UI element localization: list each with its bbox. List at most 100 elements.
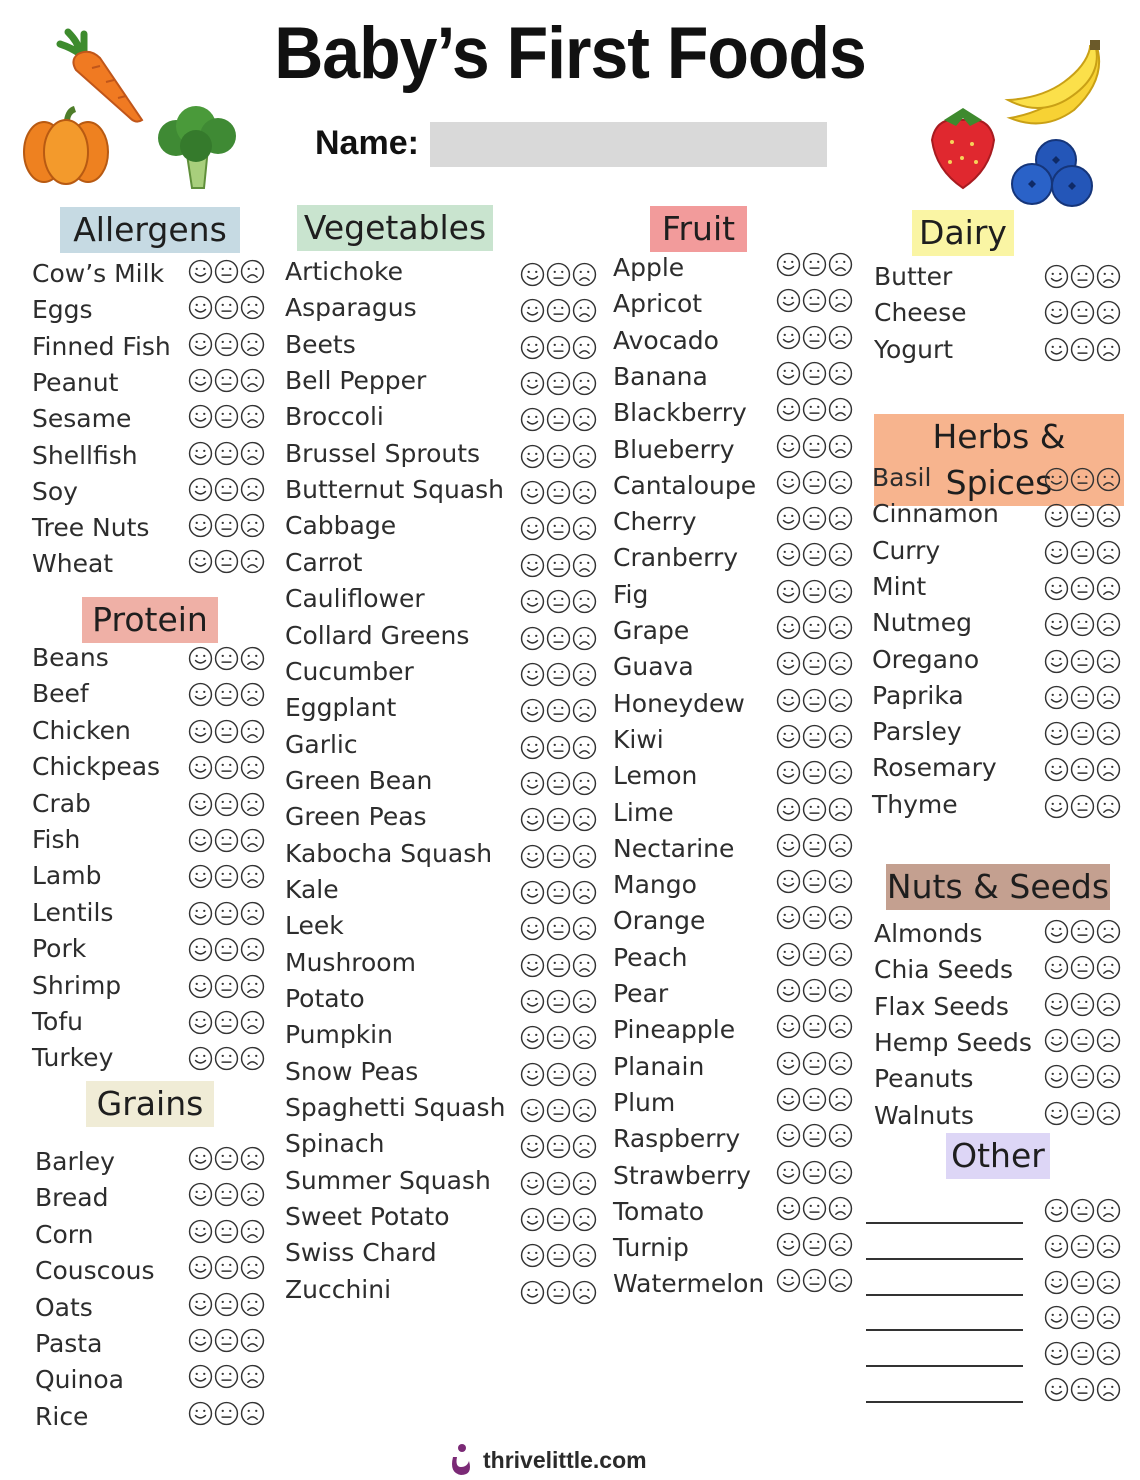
happy-face-icon[interactable] — [776, 325, 801, 350]
happy-face-icon[interactable] — [1044, 721, 1069, 746]
happy-face-icon[interactable] — [776, 434, 801, 459]
sad-face-icon[interactable] — [240, 549, 265, 574]
happy-face-icon[interactable] — [188, 1401, 213, 1426]
happy-face-icon[interactable] — [776, 688, 801, 713]
neutral-face-icon[interactable] — [802, 1232, 827, 1257]
happy-face-icon[interactable] — [188, 368, 213, 393]
happy-face-icon[interactable] — [520, 916, 545, 941]
neutral-face-icon[interactable] — [802, 579, 827, 604]
sad-face-icon[interactable] — [240, 259, 265, 284]
neutral-face-icon[interactable] — [546, 553, 571, 578]
neutral-face-icon[interactable] — [1070, 685, 1095, 710]
neutral-face-icon[interactable] — [214, 549, 239, 574]
happy-face-icon[interactable] — [1044, 919, 1069, 944]
happy-face-icon[interactable] — [520, 771, 545, 796]
neutral-face-icon[interactable] — [546, 335, 571, 360]
happy-face-icon[interactable] — [188, 1292, 213, 1317]
happy-face-icon[interactable] — [188, 513, 213, 538]
sad-face-icon[interactable] — [1096, 1377, 1121, 1402]
neutral-face-icon[interactable] — [546, 1207, 571, 1232]
neutral-face-icon[interactable] — [1070, 1305, 1095, 1330]
happy-face-icon[interactable] — [188, 1046, 213, 1071]
happy-face-icon[interactable] — [1044, 685, 1069, 710]
sad-face-icon[interactable] — [240, 1292, 265, 1317]
sad-face-icon[interactable] — [828, 1268, 853, 1293]
sad-face-icon[interactable] — [572, 626, 597, 651]
neutral-face-icon[interactable] — [214, 937, 239, 962]
sad-face-icon[interactable] — [240, 719, 265, 744]
sad-face-icon[interactable] — [828, 361, 853, 386]
sad-face-icon[interactable] — [240, 828, 265, 853]
happy-face-icon[interactable] — [520, 1171, 545, 1196]
neutral-face-icon[interactable] — [546, 1062, 571, 1087]
neutral-face-icon[interactable] — [1070, 337, 1095, 362]
neutral-face-icon[interactable] — [1070, 1198, 1095, 1223]
neutral-face-icon[interactable] — [1070, 264, 1095, 289]
sad-face-icon[interactable] — [240, 477, 265, 502]
neutral-face-icon[interactable] — [802, 760, 827, 785]
happy-face-icon[interactable] — [188, 1219, 213, 1244]
sad-face-icon[interactable] — [1096, 955, 1121, 980]
sad-face-icon[interactable] — [572, 1207, 597, 1232]
sad-face-icon[interactable] — [572, 880, 597, 905]
neutral-face-icon[interactable] — [214, 513, 239, 538]
write-in-line[interactable] — [866, 1401, 1023, 1403]
write-in-line[interactable] — [866, 1257, 1023, 1260]
happy-face-icon[interactable] — [1044, 1270, 1069, 1295]
neutral-face-icon[interactable] — [1070, 612, 1095, 637]
neutral-face-icon[interactable] — [214, 1219, 239, 1244]
happy-face-icon[interactable] — [188, 828, 213, 853]
neutral-face-icon[interactable] — [546, 444, 571, 469]
neutral-face-icon[interactable] — [1070, 649, 1095, 674]
sad-face-icon[interactable] — [572, 1280, 597, 1305]
sad-face-icon[interactable] — [572, 771, 597, 796]
happy-face-icon[interactable] — [776, 252, 801, 277]
neutral-face-icon[interactable] — [546, 953, 571, 978]
sad-face-icon[interactable] — [240, 1255, 265, 1280]
neutral-face-icon[interactable] — [214, 792, 239, 817]
sad-face-icon[interactable] — [240, 646, 265, 671]
neutral-face-icon[interactable] — [1070, 919, 1095, 944]
sad-face-icon[interactable] — [1096, 337, 1121, 362]
neutral-face-icon[interactable] — [214, 1401, 239, 1426]
happy-face-icon[interactable] — [1044, 1028, 1069, 1053]
sad-face-icon[interactable] — [240, 1328, 265, 1353]
sad-face-icon[interactable] — [828, 579, 853, 604]
neutral-face-icon[interactable] — [546, 698, 571, 723]
happy-face-icon[interactable] — [188, 332, 213, 357]
sad-face-icon[interactable] — [572, 335, 597, 360]
neutral-face-icon[interactable] — [214, 332, 239, 357]
sad-face-icon[interactable] — [240, 295, 265, 320]
neutral-face-icon[interactable] — [1070, 467, 1095, 492]
sad-face-icon[interactable] — [240, 755, 265, 780]
sad-face-icon[interactable] — [572, 298, 597, 323]
happy-face-icon[interactable] — [520, 335, 545, 360]
sad-face-icon[interactable] — [1096, 503, 1121, 528]
happy-face-icon[interactable] — [776, 869, 801, 894]
neutral-face-icon[interactable] — [214, 1328, 239, 1353]
sad-face-icon[interactable] — [572, 1062, 597, 1087]
footer-link[interactable]: thrivelittle.com — [483, 1446, 647, 1473]
neutral-face-icon[interactable] — [546, 662, 571, 687]
happy-face-icon[interactable] — [520, 626, 545, 651]
neutral-face-icon[interactable] — [802, 615, 827, 640]
neutral-face-icon[interactable] — [546, 771, 571, 796]
sad-face-icon[interactable] — [240, 368, 265, 393]
happy-face-icon[interactable] — [188, 549, 213, 574]
happy-face-icon[interactable] — [776, 1160, 801, 1185]
sad-face-icon[interactable] — [1096, 649, 1121, 674]
happy-face-icon[interactable] — [776, 760, 801, 785]
neutral-face-icon[interactable] — [1070, 757, 1095, 782]
sad-face-icon[interactable] — [828, 506, 853, 531]
happy-face-icon[interactable] — [520, 989, 545, 1014]
neutral-face-icon[interactable] — [802, 506, 827, 531]
sad-face-icon[interactable] — [240, 864, 265, 889]
sad-face-icon[interactable] — [1096, 576, 1121, 601]
sad-face-icon[interactable] — [572, 1134, 597, 1159]
happy-face-icon[interactable] — [188, 719, 213, 744]
happy-face-icon[interactable] — [776, 542, 801, 567]
happy-face-icon[interactable] — [520, 1207, 545, 1232]
sad-face-icon[interactable] — [828, 252, 853, 277]
sad-face-icon[interactable] — [1096, 264, 1121, 289]
neutral-face-icon[interactable] — [802, 470, 827, 495]
